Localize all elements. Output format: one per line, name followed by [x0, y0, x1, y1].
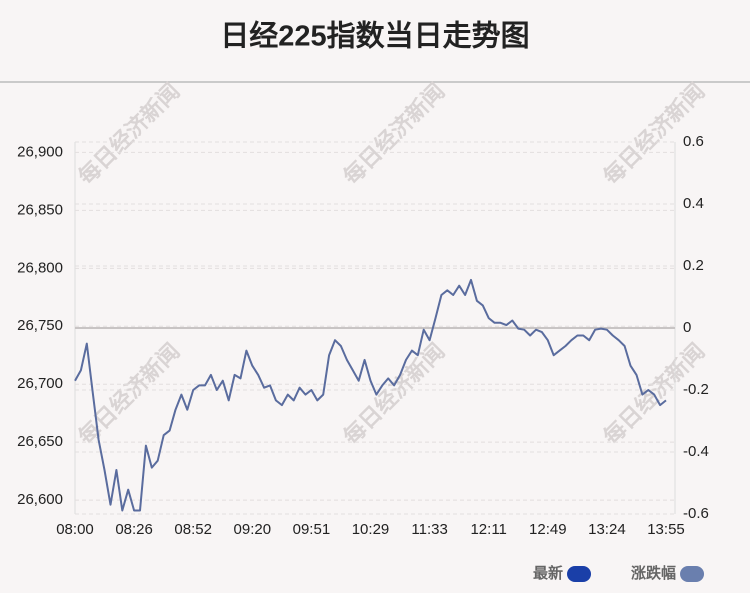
- x-tick-label: 10:29: [352, 521, 390, 538]
- x-tick-label: 12:49: [529, 521, 567, 538]
- legend-label: 最新: [533, 564, 563, 582]
- y-tick-label: 26,700: [17, 375, 63, 392]
- y-tick-label: 26,850: [17, 201, 63, 218]
- y-tick-label: 26,600: [17, 491, 63, 508]
- y2-tick-label: 0.4: [683, 195, 704, 212]
- x-tick-label: 08:52: [174, 521, 212, 538]
- x-tick-label: 08:00: [56, 521, 94, 538]
- y-tick-label: 26,650: [17, 433, 63, 450]
- x-tick-label: 13:24: [588, 521, 626, 538]
- y2-tick-label: -0.6: [683, 505, 709, 522]
- x-tick-label: 08:26: [115, 521, 153, 538]
- y2-tick-label: -0.2: [683, 381, 709, 398]
- x-tick-label: 11:33: [411, 521, 447, 538]
- legend-label: 涨跌幅: [631, 564, 676, 582]
- x-tick-label: 09:20: [234, 521, 272, 538]
- legend-swatch: [567, 566, 592, 582]
- x-tick-label: 12:11: [470, 521, 506, 538]
- y2-tick-label: -0.4: [683, 443, 709, 460]
- x-tick-label: 09:51: [293, 521, 331, 538]
- y2-tick-label: 0.6: [683, 133, 704, 150]
- y-tick-label: 26,750: [17, 317, 63, 334]
- legend-swatch: [680, 566, 705, 582]
- x-tick-label: 13:55: [647, 521, 685, 538]
- y-tick-label: 26,800: [17, 259, 63, 276]
- line: [74, 278, 667, 512]
- y-tick-label: 26,900: [17, 143, 63, 160]
- y2-tick-label: 0: [683, 319, 691, 336]
- chart-title: 日经225指数当日走势图: [220, 19, 529, 53]
- y2-tick-label: 0.2: [683, 257, 704, 274]
